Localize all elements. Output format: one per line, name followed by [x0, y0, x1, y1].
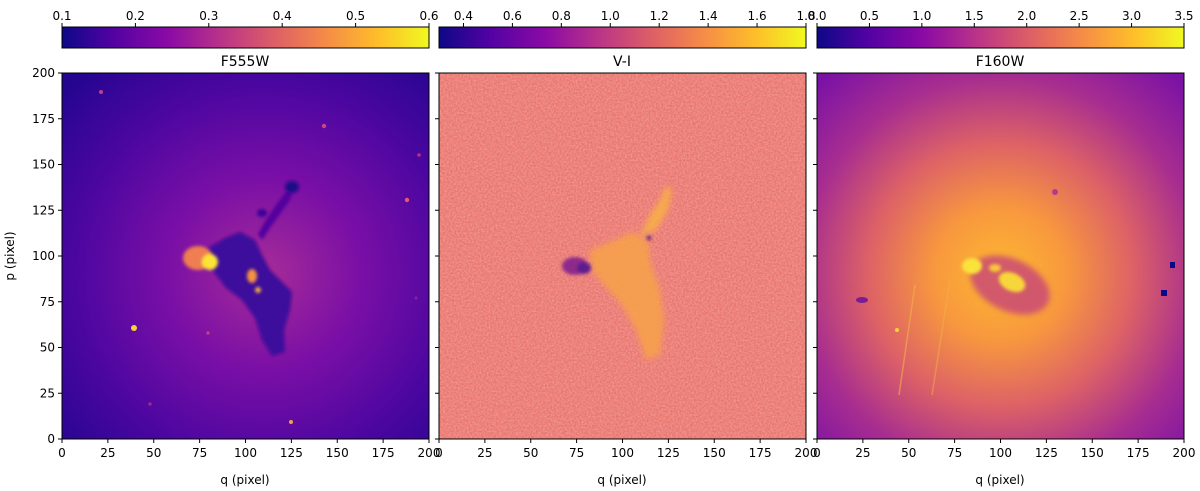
panel-f555w-ytick-label: 0 [47, 432, 55, 446]
colorbar-vi-tick-label: 0.8 [552, 9, 571, 23]
colorbar-f555w-tick-label: 0.6 [419, 9, 438, 23]
colorbar-f160w-tick-label: 2.0 [1017, 9, 1036, 23]
panel-f160w-xtick-label: 125 [1035, 446, 1058, 460]
panel-f555w-ytick-label: 125 [32, 203, 55, 217]
panel-f160w-xlabel: q (pixel) [975, 473, 1024, 487]
colorbar-f555w-tick-label: 0.1 [52, 9, 71, 23]
panel-f160w-xtick-label: 100 [989, 446, 1012, 460]
colorbar-f160w-tick-label: 1.0 [912, 9, 931, 23]
panel-f555w-xtick-label: 125 [280, 446, 303, 460]
panel-f160w-xtick-label: 175 [1127, 446, 1150, 460]
colorbar-f555w-tick-label: 0.2 [126, 9, 145, 23]
panel-f555w-ytick-label: 175 [32, 112, 55, 126]
panel-f555w-xtick-label: 200 [418, 446, 441, 460]
panel-f555w-xtick-label: 75 [192, 446, 207, 460]
panel-vi-title: V-I [613, 54, 631, 70]
colorbar-vi-tick-label: 0.4 [454, 9, 473, 23]
colorbar-vi-tick-label: 1.6 [748, 9, 767, 23]
panel-vi-xtick-label: 150 [703, 446, 726, 460]
colorbar-f555w [61, 26, 430, 49]
colorbar-vi-tick-label: 1.4 [699, 9, 718, 23]
panel-f555w-ylabel: p (pixel) [3, 231, 17, 280]
panel-f160w-image [817, 73, 1184, 439]
panel-vi-xtick-label: 175 [749, 446, 772, 460]
panel-f555w-ytick-label: 75 [40, 295, 55, 309]
panel-vi-image [439, 73, 806, 439]
colorbar-f160w-tick-label: 1.5 [965, 9, 984, 23]
panel-f555w-ytick-label: 200 [32, 66, 55, 80]
colorbar-f160w [816, 26, 1185, 49]
panel-vi-xtick-label: 75 [569, 446, 584, 460]
panel-vi-xtick-label: 0 [435, 446, 443, 460]
panel-f555w-image [62, 73, 429, 439]
colorbar-f555w-tick-label: 0.4 [273, 9, 292, 23]
panel-f160w-xtick-label: 150 [1081, 446, 1104, 460]
colorbar-vi-tick-label: 1.0 [601, 9, 620, 23]
colorbar-f160w-tick-label: 0.0 [807, 9, 826, 23]
panel-f160w-xtick-label: 25 [855, 446, 870, 460]
panel-f555w-ytick-label: 50 [40, 341, 55, 355]
colorbar-vi-tick-label: 1.8 [796, 9, 815, 23]
panel-f160w-xtick-label: 75 [947, 446, 962, 460]
colorbar-f160w-tick-label: 0.5 [860, 9, 879, 23]
panel-f555w-title: F555W [221, 54, 270, 70]
panel-vi-xtick-label: 125 [657, 446, 680, 460]
panel-f160w-xtick-label: 200 [1173, 446, 1196, 460]
panel-vi-xlabel: q (pixel) [597, 473, 646, 487]
colorbar-vi-tick-label: 1.2 [650, 9, 669, 23]
colorbar-f555w-tick-label: 0.3 [199, 9, 218, 23]
colorbar-vi [438, 26, 807, 49]
panel-vi-xtick-label: 25 [477, 446, 492, 460]
panel-f555w-xtick-label: 50 [146, 446, 161, 460]
panel-vi-xtick-label: 100 [611, 446, 634, 460]
panel-f160w-title: F160W [976, 54, 1025, 70]
panel-f160w-xtick-label: 50 [901, 446, 916, 460]
panel-f555w-xtick-label: 150 [326, 446, 349, 460]
colorbar-f555w-tick-label: 0.5 [346, 9, 365, 23]
panel-f555w-xlabel: q (pixel) [220, 473, 269, 487]
panel-vi-xtick-label: 50 [523, 446, 538, 460]
panel-f555w-ytick-label: 150 [32, 158, 55, 172]
panel-f160w-xtick-label: 0 [813, 446, 821, 460]
colorbar-vi-tick-label: 0.6 [503, 9, 522, 23]
panel-f555w-ytick-label: 25 [40, 386, 55, 400]
panel-f555w-ytick-label: 100 [32, 249, 55, 263]
panel-f555w-xtick-label: 175 [372, 446, 395, 460]
colorbar-f160w-tick-label: 3.5 [1174, 9, 1193, 23]
panel-f555w-xtick-label: 0 [58, 446, 66, 460]
panel-f555w-xtick-label: 25 [100, 446, 115, 460]
colorbar-f160w-tick-label: 3.0 [1122, 9, 1141, 23]
colorbar-f160w-tick-label: 2.5 [1070, 9, 1089, 23]
panel-vi-xtick-label: 200 [795, 446, 818, 460]
tick-layer: 0.1 0.2 0.3 0.4 0.5 0.6 0 25 50 75 100 125 150 175 200… [32, 9, 1195, 460]
panel-f555w-xtick-label: 100 [234, 446, 257, 460]
